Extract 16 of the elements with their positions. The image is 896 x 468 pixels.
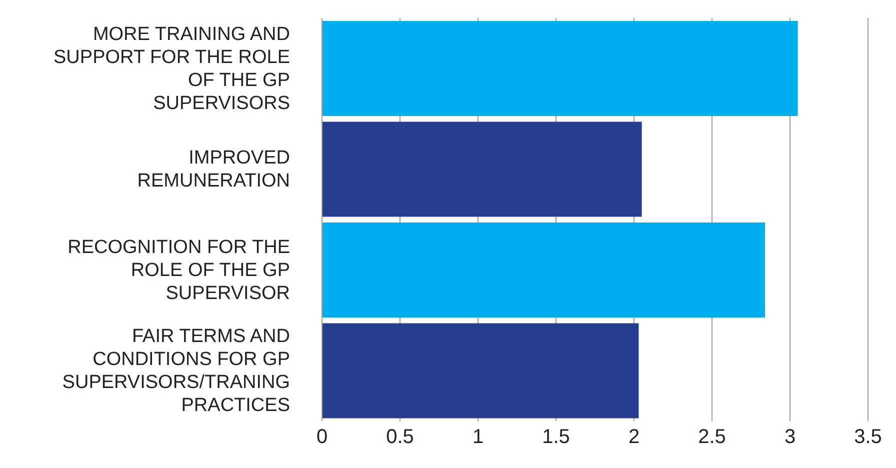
- bar: [322, 122, 642, 217]
- x-tick-label: 2.5: [698, 426, 726, 448]
- x-tick-label: 2: [628, 426, 640, 448]
- y-tick-label: RECOGNITION FOR THE ROLE OF THE GP SUPERVISOR: [68, 236, 290, 304]
- y-tick-label: MORE TRAINING AND SUPPORT FOR THE ROLE OF THE GP SUPERVISORS: [54, 23, 290, 114]
- x-tick-label: 3: [784, 426, 796, 448]
- y-tick-label: IMPROVED REMUNERATION: [137, 147, 290, 192]
- bar: [322, 21, 798, 116]
- x-tick-label: 3.5: [854, 426, 882, 448]
- x-tick-label: 0.5: [386, 426, 414, 448]
- x-tick-label: 1.5: [542, 426, 570, 448]
- x-tick-label: 0: [316, 426, 328, 448]
- y-tick-label: FAIR TERMS AND CONDITIONS FOR GP SUPERVISORS/TRANING PRACTICES: [62, 326, 290, 416]
- x-tick-label: 1: [472, 426, 484, 448]
- bar: [322, 222, 766, 318]
- bar: [322, 323, 639, 418]
